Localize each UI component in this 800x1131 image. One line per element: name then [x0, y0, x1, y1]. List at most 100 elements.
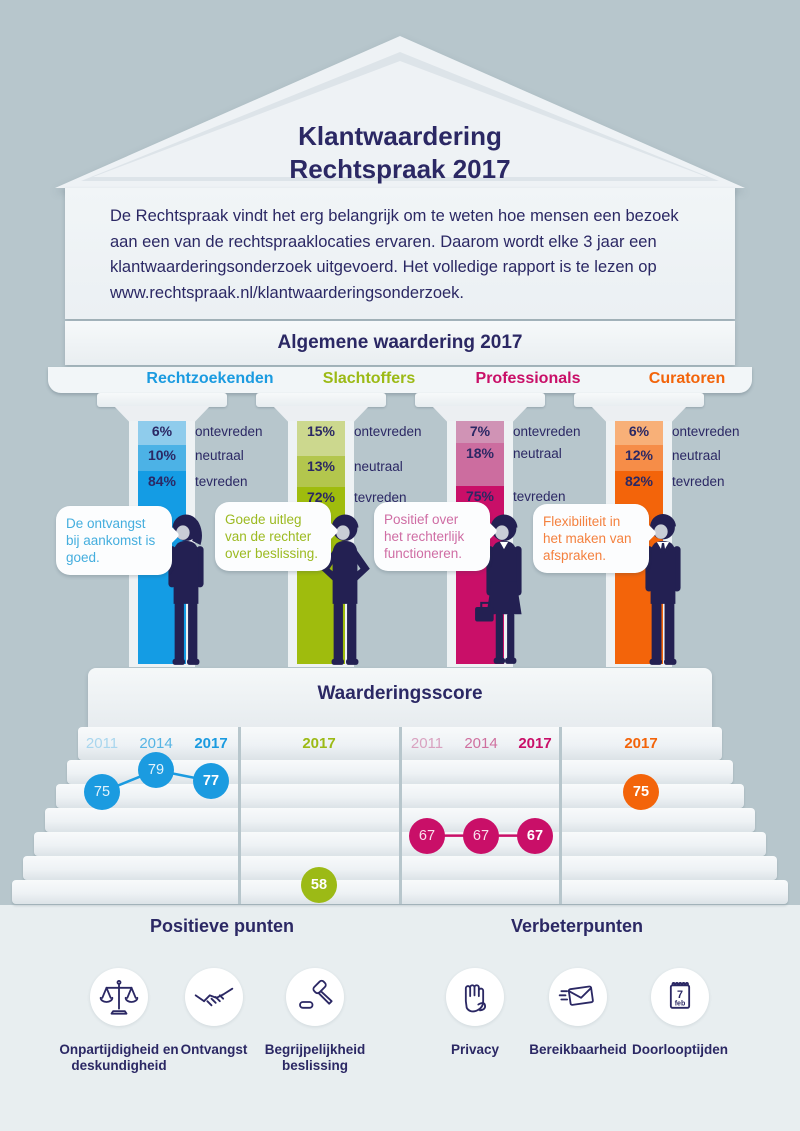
- envelope-icon: [558, 985, 594, 1006]
- hand-icon: [464, 984, 487, 1013]
- year-label: 2014: [139, 735, 173, 752]
- segment-label: tevreden: [672, 474, 725, 489]
- score-circle: 67: [463, 817, 499, 854]
- year-label: 2017: [302, 735, 336, 752]
- segment-value: 6%: [628, 423, 650, 439]
- bar-segment: 10%: [138, 445, 186, 471]
- score-circle: 75: [84, 774, 120, 810]
- person-figure: [155, 513, 217, 673]
- general-rating-band: Algemene waardering 2017: [65, 321, 735, 365]
- segment-label: ontevreden: [513, 424, 581, 439]
- improve-title: Verbeterpunten: [510, 916, 644, 936]
- segment-label: ontevreden: [195, 424, 263, 439]
- segment-value: 12%: [624, 447, 654, 463]
- column-capital-top: [415, 393, 545, 407]
- column-capital-neck: [273, 406, 369, 422]
- column-capital-neck: [432, 406, 528, 422]
- quote-bubble: Flexibiliteit in het maken van afspraken…: [533, 504, 657, 573]
- segment-value: 75%: [465, 488, 495, 504]
- person-figure: [632, 513, 694, 673]
- category-label: Rechtzoekenden: [146, 370, 274, 387]
- page-title: Klantwaardering Rechtspraak 2017: [55, 120, 745, 186]
- icon-circle: [90, 968, 148, 1026]
- segment-value: 82%: [624, 473, 654, 489]
- segment-value: 15%: [306, 423, 336, 439]
- icon-circle: [185, 968, 243, 1026]
- score-circle: 58: [301, 866, 337, 903]
- segment-label: ontevreden: [672, 424, 740, 439]
- bar-segment: 6%: [138, 421, 186, 445]
- bar-segment: 7%: [456, 421, 504, 443]
- icon-circle: [549, 968, 607, 1026]
- score-platform: Waarderingsscore: [88, 668, 712, 727]
- bar-segment: 18%: [456, 443, 504, 486]
- segment-value: 84%: [147, 473, 177, 489]
- score-circle: 67: [409, 817, 445, 854]
- person-svg: [645, 514, 681, 665]
- bar-segment: 15%: [297, 421, 345, 456]
- year-label: 2017: [518, 735, 552, 752]
- bar-segment: 13%: [297, 456, 345, 487]
- quote-bubble: Positief over het rechterlijk functioner…: [374, 502, 498, 571]
- icon-label: Begrijpelijkheid beslissing: [264, 1042, 366, 1073]
- segment-label: neutraal: [513, 446, 562, 461]
- column-capital-top: [256, 393, 386, 407]
- person-svg: [475, 514, 522, 664]
- segment-label: tevreden: [195, 474, 248, 489]
- score-circle: 77: [193, 763, 229, 800]
- segment-label: neutraal: [672, 448, 721, 463]
- segment-value: 10%: [147, 447, 177, 463]
- segment-label: ontevreden: [354, 424, 422, 439]
- step-divider: [238, 727, 241, 904]
- quote-bubble: De ontvangst bij aankomst is goed.: [56, 506, 180, 575]
- column-capital-neck: [591, 406, 687, 422]
- segment-label: tevreden: [513, 489, 566, 504]
- segment-value: 18%: [465, 445, 495, 461]
- positive-title: Positieve punten: [149, 916, 295, 936]
- score-circle: 75: [623, 774, 659, 810]
- icon-label: Onpartijdigheid en deskundigheid: [59, 1042, 179, 1073]
- page-title-line2: Rechtspraak 2017: [289, 154, 511, 184]
- column-capital-top: [97, 393, 227, 407]
- bar-segment: 6%: [615, 421, 663, 445]
- category-label: Professionals: [475, 370, 581, 387]
- segment-label: neutraal: [354, 459, 403, 474]
- score-circle: 67: [517, 817, 553, 854]
- segment-value: 7%: [469, 423, 491, 439]
- intro-text: De Rechtspraak vindt het erg belangrijk …: [110, 207, 679, 302]
- icon-label: Bereikbaarheid: [529, 1042, 627, 1057]
- icon-label: Doorlooptijden: [632, 1042, 728, 1057]
- year-label: 2011: [410, 735, 444, 752]
- icon-circle: 7 feb: [651, 968, 709, 1026]
- bar-segment: 12%: [615, 445, 663, 471]
- handshake-icon: [194, 987, 234, 1007]
- category-band: Rechtzoekenden Slachtoffers Professionals C…: [48, 367, 752, 393]
- segment-label: tevreden: [354, 490, 407, 505]
- year-label: 2017: [624, 735, 658, 752]
- person-svg: [320, 514, 370, 665]
- icon-circle: [446, 968, 504, 1026]
- page-title-line1: Klantwaardering: [298, 121, 502, 151]
- person-figure: [473, 513, 535, 673]
- svg-text:feb: feb: [675, 999, 686, 1007]
- person-svg: [168, 514, 204, 665]
- year-label: 2017: [194, 735, 228, 752]
- person-figure: [314, 513, 376, 673]
- segment-value: 6%: [151, 423, 173, 439]
- step-divider: [559, 727, 562, 904]
- segment-value: 72%: [306, 489, 336, 505]
- scales-icon: [99, 979, 139, 1015]
- temple-body: De Rechtspraak vindt het erg belangrijk …: [65, 188, 735, 319]
- svg-text:7: 7: [677, 989, 683, 1001]
- pediment: Klantwaardering Rechtspraak 2017: [55, 36, 745, 188]
- column-capital-neck: [114, 406, 210, 422]
- category-label: Curatoren: [648, 370, 726, 387]
- year-label: 2014: [464, 735, 498, 752]
- calendar-icon: 7 feb: [669, 981, 691, 1009]
- icon-circle: [286, 968, 344, 1026]
- segment-value: 13%: [306, 458, 336, 474]
- icon-label: Privacy: [450, 1042, 500, 1057]
- quote-bubble: Goede uitleg van de rechter over besliss…: [215, 502, 339, 571]
- gavel-icon: [299, 979, 333, 1009]
